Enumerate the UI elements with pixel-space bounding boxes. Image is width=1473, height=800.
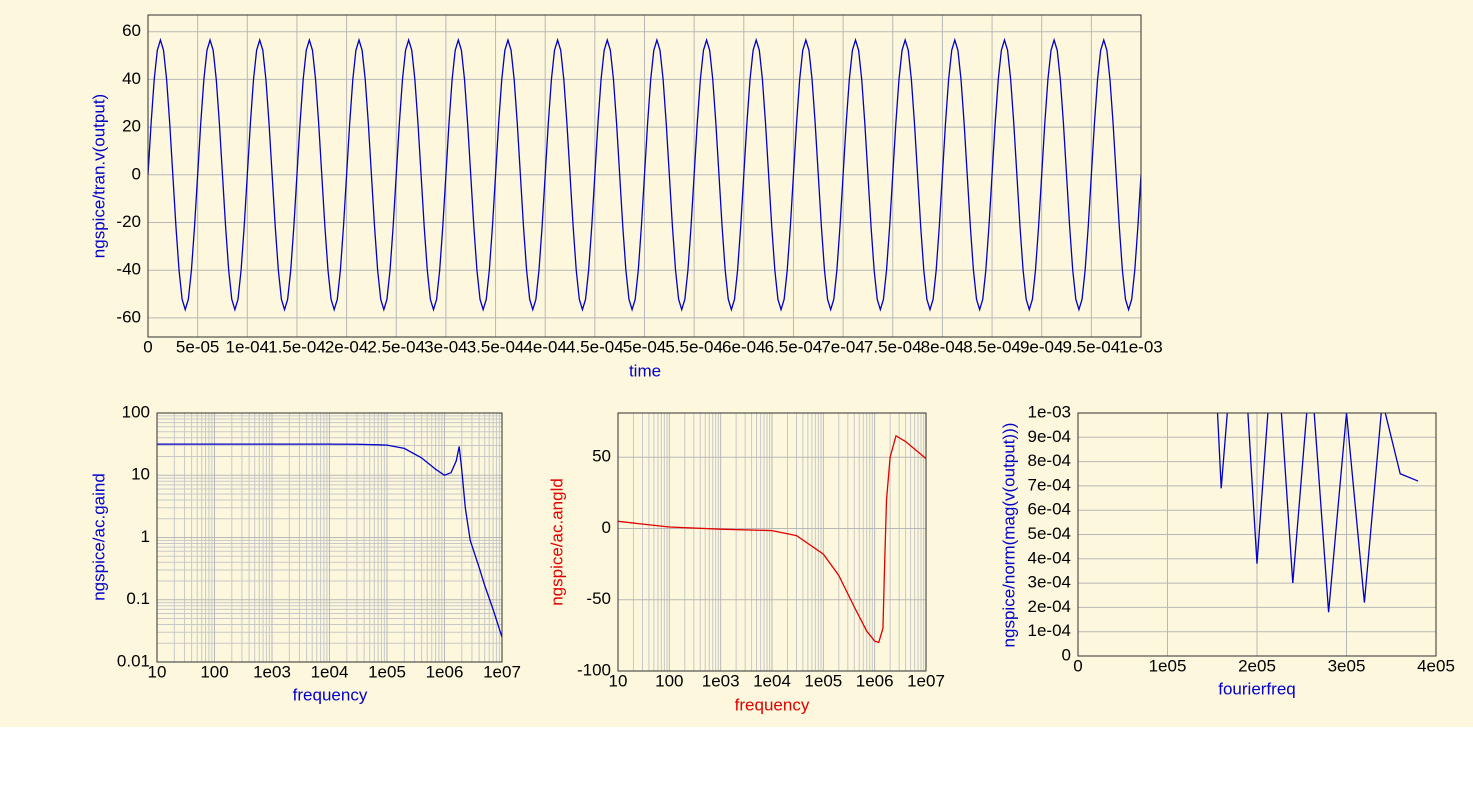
x-tick-label: 1e-04	[226, 337, 269, 356]
plot-frame	[147, 14, 1142, 338]
y-tick-label: 0.1	[126, 589, 150, 608]
y-tick-label: 10	[131, 465, 150, 484]
y-tick-label: 1e-04	[1028, 621, 1071, 640]
x-tick-label: 1e05	[1149, 656, 1187, 675]
x-tick-label: 4e05	[1417, 656, 1455, 675]
x-tick-label: 1.5e-04	[268, 337, 326, 356]
x-tick-label: 1e05	[804, 671, 842, 690]
x-tick-label: 8.5e-04	[963, 337, 1021, 356]
x-axis-label: time	[629, 361, 661, 380]
x-tick-label: 2.5e-04	[367, 337, 425, 356]
y-tick-label: 5e-04	[1028, 524, 1071, 543]
y-tick-label: 1	[141, 527, 150, 546]
y-tick-label: 0.01	[117, 651, 150, 670]
y-tick-label: 100	[122, 402, 150, 421]
x-tick-label: 5e-05	[176, 337, 219, 356]
y-tick-label: 2e-04	[1028, 597, 1071, 616]
x-tick-label: 0	[143, 337, 152, 356]
x-tick-label: 1e03	[253, 662, 291, 681]
x-tick-label: 1e03	[702, 671, 740, 690]
y-tick-label: 6e-04	[1028, 500, 1071, 519]
y-tick-label: 8e-04	[1028, 451, 1071, 470]
y-axis-label: ngspice/ac.gaind	[89, 473, 108, 601]
y-tick-label: -100	[577, 660, 611, 679]
y-tick-label: 50	[592, 447, 611, 466]
x-tick-label: 4.5e-04	[566, 337, 624, 356]
y-tick-label: 0	[602, 518, 611, 537]
y-axis-label: ngspice/ac.angld	[547, 478, 566, 606]
plot-frame	[617, 412, 927, 672]
x-tick-label: 5.5e-04	[665, 337, 723, 356]
y-tick-label: 40	[122, 69, 141, 88]
x-tick-label: 0	[1073, 656, 1082, 675]
x-tick-label: 100	[655, 671, 683, 690]
x-tick-label: 1e06	[856, 671, 894, 690]
x-tick-label: 6.5e-04	[765, 337, 823, 356]
y-tick-label: 1e-03	[1028, 402, 1071, 421]
x-tick-label: 1e07	[483, 662, 521, 681]
x-tick-label: 3e05	[1328, 656, 1366, 675]
y-axis-label: ngspice/norm(mag(v(output)))	[999, 423, 1018, 648]
y-tick-label: -60	[116, 307, 141, 326]
y-tick-label: -50	[586, 589, 611, 608]
y-tick-label: 0	[132, 164, 141, 183]
y-tick-label: 4e-04	[1028, 548, 1071, 567]
y-tick-label: 20	[122, 117, 141, 136]
x-tick-label: 9e-04	[1020, 337, 1063, 356]
x-tick-label: 10	[609, 671, 628, 690]
data-line	[157, 443, 502, 638]
data-line	[148, 37, 1141, 312]
x-tick-label: 10	[148, 662, 167, 681]
y-tick-label: 9e-04	[1028, 427, 1071, 446]
x-tick-label: 7.5e-04	[864, 337, 922, 356]
x-tick-label: 3e-04	[424, 337, 467, 356]
x-tick-label: 1e04	[753, 671, 791, 690]
x-tick-label: 7e-04	[821, 337, 864, 356]
x-tick-label: 1e05	[368, 662, 406, 681]
x-tick-label: 5e-04	[623, 337, 666, 356]
y-tick-label: 7e-04	[1028, 475, 1071, 494]
x-tick-label: 1e-03	[1119, 337, 1162, 356]
y-tick-label: 60	[122, 21, 141, 40]
y-tick-label: 3e-04	[1028, 573, 1071, 592]
y-tick-label: 0	[1062, 645, 1071, 664]
plot-frame	[156, 412, 503, 663]
x-tick-label: 3.5e-04	[467, 337, 525, 356]
x-tick-label: 6e-04	[722, 337, 765, 356]
x-tick-label: 1e07	[907, 671, 945, 690]
y-tick-label: -40	[116, 260, 141, 279]
data-line	[618, 434, 926, 644]
x-tick-label: 2e05	[1238, 656, 1276, 675]
x-axis-label: frequency	[735, 695, 810, 714]
x-tick-label: 9.5e-04	[1063, 337, 1121, 356]
y-tick-label: -20	[116, 212, 141, 231]
x-axis-label: fourierfreq	[1218, 679, 1295, 698]
x-tick-label: 1e06	[426, 662, 464, 681]
x-tick-label: 1e04	[311, 662, 349, 681]
x-tick-label: 100	[200, 662, 228, 681]
plot-frame	[1077, 412, 1437, 657]
x-tick-label: 2e-04	[325, 337, 368, 356]
x-tick-label: 8e-04	[921, 337, 964, 356]
x-axis-label: frequency	[293, 685, 368, 704]
y-axis-label: ngspice/tran.v(output)	[89, 94, 108, 258]
x-tick-label: 4e-04	[523, 337, 566, 356]
